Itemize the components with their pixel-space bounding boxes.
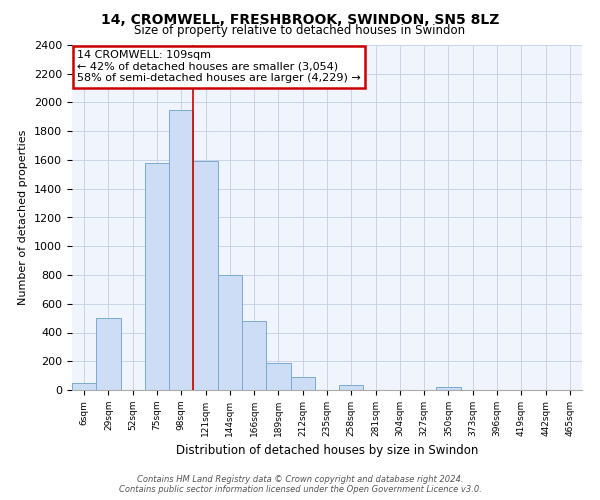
Bar: [72, 383, 96, 390]
Y-axis label: Number of detached properties: Number of detached properties: [19, 130, 28, 305]
Text: 14 CROMWELL: 109sqm
← 42% of detached houses are smaller (3,054)
58% of semi-det: 14 CROMWELL: 109sqm ← 42% of detached ho…: [77, 50, 361, 84]
Bar: [436, 387, 461, 390]
Text: Size of property relative to detached houses in Swindon: Size of property relative to detached ho…: [134, 24, 466, 37]
Bar: [339, 385, 364, 390]
Text: 14, CROMWELL, FRESHBROOK, SWINDON, SN5 8LZ: 14, CROMWELL, FRESHBROOK, SWINDON, SN5 8…: [101, 12, 499, 26]
Bar: [145, 163, 169, 390]
Bar: [193, 162, 218, 390]
X-axis label: Distribution of detached houses by size in Swindon: Distribution of detached houses by size …: [176, 444, 478, 458]
Bar: [290, 377, 315, 390]
Bar: [266, 364, 290, 390]
Text: Contains HM Land Registry data © Crown copyright and database right 2024.
Contai: Contains HM Land Registry data © Crown c…: [119, 474, 481, 494]
Bar: [169, 110, 193, 390]
Bar: [96, 318, 121, 390]
Bar: [218, 275, 242, 390]
Bar: [242, 321, 266, 390]
